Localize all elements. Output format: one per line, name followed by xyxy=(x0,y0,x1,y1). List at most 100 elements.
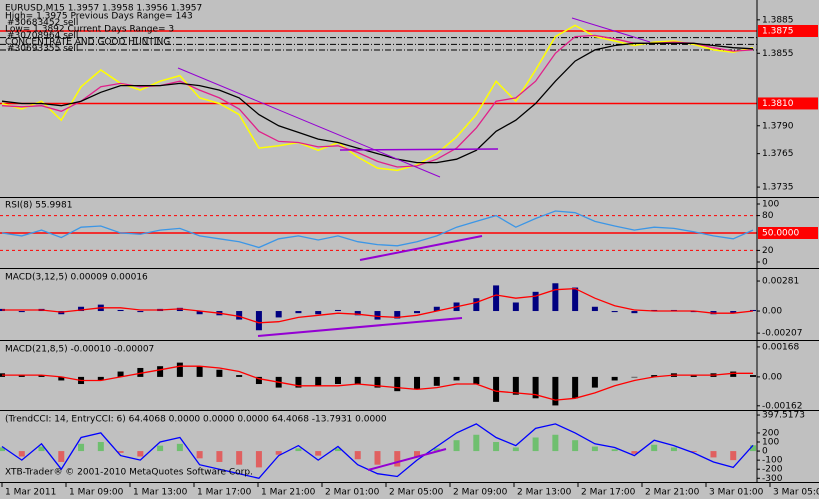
histogram-bar xyxy=(433,448,440,452)
histogram-bar xyxy=(473,434,480,452)
histogram-bar xyxy=(750,309,756,312)
histogram-bar xyxy=(58,451,65,462)
histogram-bar xyxy=(334,309,341,312)
histogram-bar xyxy=(176,443,183,452)
histogram-bar xyxy=(255,451,262,468)
x-tick-label: 2 Mar 05:00 xyxy=(389,488,444,498)
trendline xyxy=(359,235,483,261)
level-box xyxy=(758,97,818,110)
y-tick-label: 1.3790 xyxy=(762,121,794,131)
drawn-trendlines xyxy=(177,17,651,471)
indicator-line xyxy=(1,42,754,164)
histogram-bar xyxy=(18,451,25,457)
x-tick-label: 1 Mar 17:00 xyxy=(197,488,252,498)
histogram-bar xyxy=(611,311,618,313)
y-tick-label: 1.3855 xyxy=(762,49,794,59)
x-tick-label: 1 Mar 2011 xyxy=(5,488,56,498)
annotation: Low= 1.3892 Current Days Range= 3 xyxy=(5,25,174,35)
trendline xyxy=(367,448,447,471)
indicator-line xyxy=(2,287,754,324)
histogram-bar xyxy=(137,367,144,377)
x-tick-label: 1 Mar 09:00 xyxy=(69,488,124,498)
x-tick-label: 1 Mar 13:00 xyxy=(133,488,188,498)
histogram-bar xyxy=(295,311,302,314)
pane-title: MACD(3,12,5) 0.00009 0.00016 xyxy=(5,273,148,283)
histogram-bar xyxy=(591,306,598,312)
y-tick-label: 80 xyxy=(762,211,774,221)
histogram-bar xyxy=(690,451,697,452)
histogram-bar xyxy=(473,376,480,385)
histogram-bar xyxy=(374,451,381,465)
histogram-bar xyxy=(453,440,460,452)
y-tick-label: 0.00168 xyxy=(762,342,799,352)
y-tick-label: 1.3885 xyxy=(762,15,794,25)
copyright: XTB-Trader® © 2001-2010 MetaQuotes Softw… xyxy=(5,468,253,478)
histogram-bar xyxy=(512,376,519,395)
histogram-bar xyxy=(38,446,45,452)
indicator-line xyxy=(1,34,754,168)
pane-title: (TrendCCI: 14, EntryCCI: 6) 64.4068 0.00… xyxy=(5,415,387,425)
histogram-bar xyxy=(275,311,282,318)
histogram-bar xyxy=(394,451,401,467)
y-tick-label: 0.00 xyxy=(762,372,782,382)
histogram-bar xyxy=(18,311,25,313)
histogram-bar xyxy=(670,447,677,452)
pane-title: MACD(21,8,5) -0.00010 -0.00007 xyxy=(5,345,154,355)
histogram-bar xyxy=(750,375,756,377)
histogram-bar xyxy=(473,298,480,312)
x-tick-label: 2 Mar 17:00 xyxy=(581,488,636,498)
indicator-line xyxy=(1,210,754,249)
histogram-bar xyxy=(710,451,717,458)
x-tick-label: 2 Mar 01:00 xyxy=(325,488,380,498)
histogram-bar xyxy=(58,376,65,381)
histogram-bar xyxy=(315,311,322,315)
histogram-bar xyxy=(275,451,282,455)
x-tick-label: 2 Mar 13:00 xyxy=(517,488,572,498)
histogram-bar xyxy=(532,437,539,452)
y-tick-label: -0.00162 xyxy=(762,401,802,411)
histogram-bar xyxy=(651,375,658,377)
histogram-bar xyxy=(236,375,243,377)
pane-title: RSI(8) 55.9981 xyxy=(5,201,72,211)
histogram-bar xyxy=(374,311,381,320)
histogram-bar xyxy=(196,311,203,315)
histogram-bar xyxy=(354,376,361,385)
histogram-bar xyxy=(532,376,539,399)
histogram-bar xyxy=(176,362,183,377)
histogram-bar xyxy=(157,366,164,377)
histogram-bar xyxy=(78,306,85,312)
pane-title: EURUSD,M15 1.3957 1.3958 1.3956 1.3957 xyxy=(5,4,202,14)
histogram-bar xyxy=(591,446,598,452)
histogram-bar xyxy=(295,376,302,388)
histogram-bar xyxy=(236,451,243,465)
histogram-bar xyxy=(493,285,500,312)
histogram-bar xyxy=(493,442,500,452)
histogram-bar xyxy=(394,311,401,319)
level-label: 1.3875 xyxy=(762,26,794,36)
histogram-bar xyxy=(137,311,144,313)
histogram-bar xyxy=(354,311,361,316)
histogram-bar xyxy=(532,291,539,312)
histogram-bar xyxy=(572,440,579,452)
y-tick-label: 200 xyxy=(762,428,779,438)
histogram-bar xyxy=(631,451,638,454)
histogram-bar xyxy=(730,311,737,314)
y-tick-label: 20 xyxy=(762,246,774,256)
y-tick-label: 0 xyxy=(762,258,768,268)
y-tick-label: -0.00207 xyxy=(762,329,802,339)
histogram-bar xyxy=(334,376,341,385)
histogram-bar xyxy=(651,444,658,452)
histogram-bar xyxy=(493,376,500,402)
histogram-bar xyxy=(690,375,697,377)
y-tick-label: 100 xyxy=(762,438,779,448)
histogram-bar xyxy=(374,376,381,388)
histogram-bar xyxy=(315,451,322,456)
indicator-line xyxy=(1,423,754,480)
histogram-bar xyxy=(18,375,25,377)
histogram-bar xyxy=(750,445,756,452)
x-tick-label: 3 Mar 05:00 xyxy=(773,488,819,498)
histogram-bar xyxy=(433,306,440,312)
annotation: CONCENTRATE AND GOOD HUNTING xyxy=(5,38,170,48)
